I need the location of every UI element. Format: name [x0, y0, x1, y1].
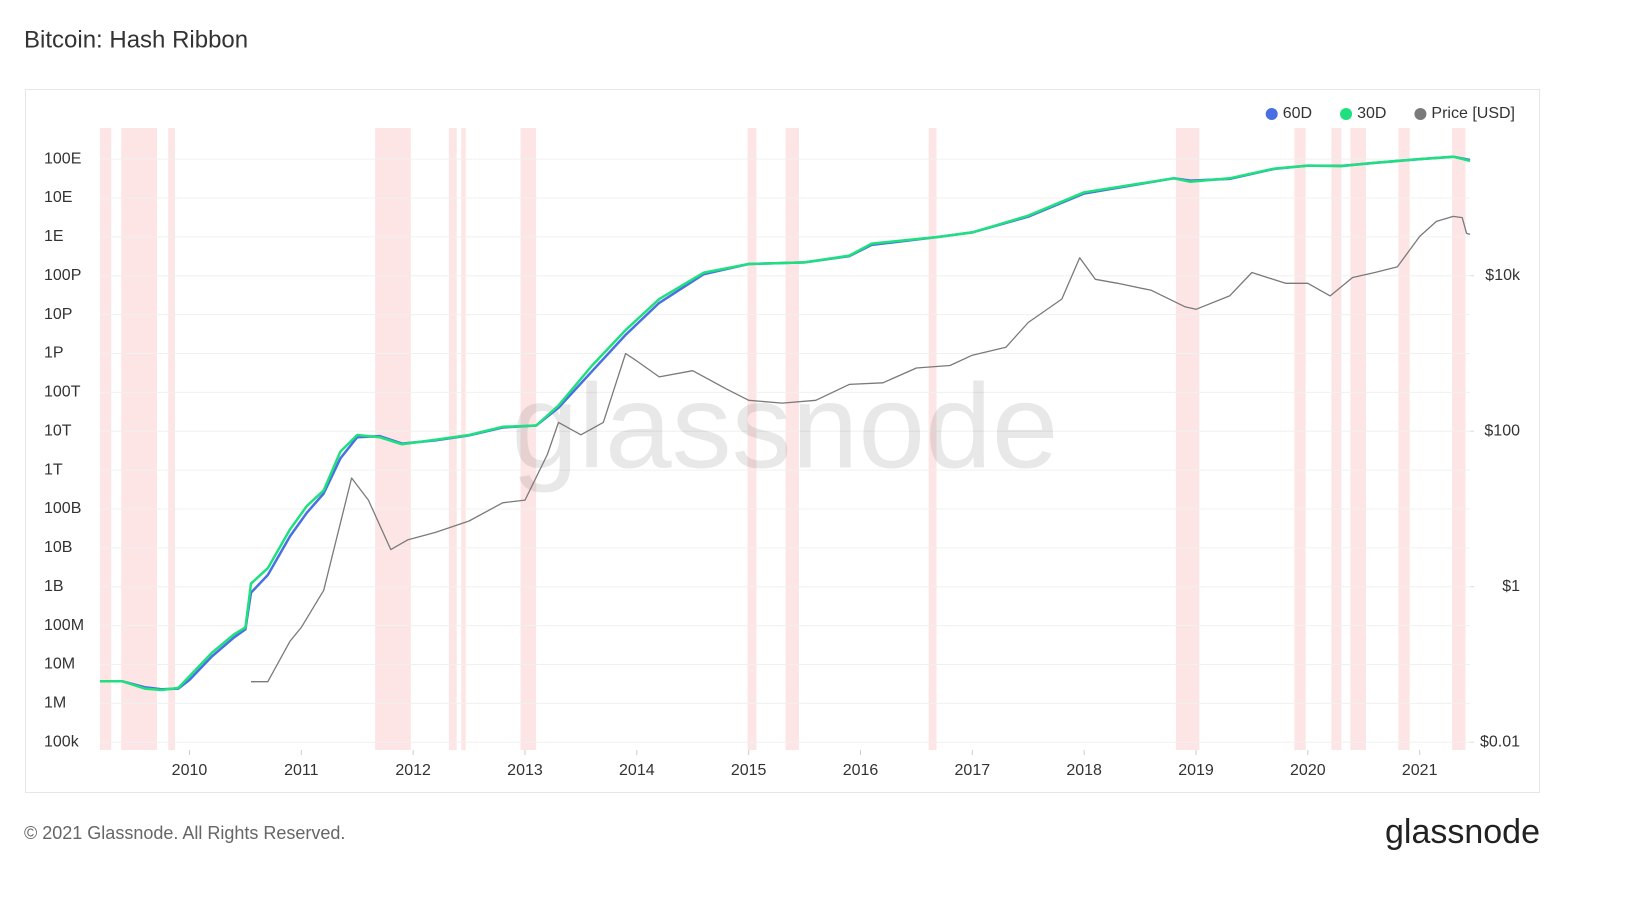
y-tick-label: 100P: [44, 267, 81, 284]
capitulation-band: [1331, 128, 1342, 750]
y-tick-label: 10P: [44, 306, 72, 323]
y-tick-label: 1T: [44, 461, 63, 478]
grid-layer: [100, 158, 1474, 755]
watermark: glassnode: [511, 360, 1058, 494]
chart-frame: [25, 89, 1540, 793]
legend-label: 60D: [1283, 105, 1312, 122]
capitulation-band: [1350, 128, 1366, 750]
y2-tick-label: $1: [1502, 578, 1520, 595]
x-tick-label: 2012: [395, 762, 431, 779]
x-tick-label: 2013: [507, 762, 543, 779]
series-line: [251, 215, 1471, 683]
legend-swatch: [1340, 108, 1353, 120]
y-tick-label: 1B: [44, 578, 64, 595]
capitulation-band: [747, 128, 757, 750]
chart-title: Bitcoin: Hash Ribbon: [24, 26, 248, 53]
legend-swatch: [1414, 108, 1427, 120]
labels-layer: 100k 1M 10M 100M 1B 10B 100B 1T 10T 100T 1P 10P 100P…: [44, 105, 1521, 779]
y2-tick-label: $10k: [1485, 267, 1521, 284]
y-tick-label: 1P: [44, 345, 64, 362]
legend-label: Price [USD]: [1431, 105, 1515, 122]
logo: glassnode: [1385, 813, 1540, 851]
x-tick-label: 2019: [1178, 762, 1214, 779]
capitulation-band: [785, 128, 799, 750]
x-tick-label: 2018: [1066, 762, 1102, 779]
y-tick-label: 10E: [44, 189, 72, 206]
y-tick-label: 10B: [44, 539, 72, 556]
x-tick-label: 2011: [284, 762, 319, 779]
capitulation-band: [375, 128, 411, 750]
capitulation-band: [461, 128, 466, 750]
y-tick-label: 100T: [44, 384, 81, 401]
y-tick-label: 10M: [44, 656, 75, 673]
x-tick-label: 2010: [172, 762, 208, 779]
y-tick-label: 100B: [44, 500, 81, 517]
y-tick-label: 100k: [44, 733, 80, 750]
y-tick-label: 1E: [44, 228, 64, 245]
x-tick-label: 2014: [619, 762, 655, 779]
footer: © 2021 Glassnode. All Rights Reserved.: [24, 823, 345, 843]
capitulation-band: [928, 128, 937, 750]
capitulation-band: [520, 128, 537, 750]
capitulation-band: [1398, 128, 1410, 750]
y-tick-label: 100E: [44, 150, 81, 167]
x-tick-label: 2016: [843, 762, 879, 779]
capitulation-band: [1294, 128, 1306, 750]
y-tick-label: 10T: [44, 422, 72, 439]
y2-tick-label: $0.01: [1480, 733, 1520, 750]
capitulation-band: [1452, 128, 1466, 750]
x-tick-label: 2015: [731, 762, 767, 779]
y-tick-label: 1M: [44, 695, 66, 712]
legend-swatch: [1265, 108, 1278, 120]
capitulation-band: [1175, 128, 1200, 750]
capitulation-band: [168, 128, 175, 750]
x-tick-label: 2017: [955, 762, 991, 779]
x-tick-label: 2020: [1290, 762, 1326, 779]
series-line: [100, 155, 1471, 692]
capitulation-band: [121, 128, 158, 750]
x-tick-label: 2021: [1402, 762, 1438, 779]
y-tick-label: 100M: [44, 617, 84, 634]
lines-layer: [100, 155, 1471, 692]
capitulation-band: [100, 128, 112, 750]
legend-label: 30D: [1357, 105, 1386, 122]
y2-tick-label: $100: [1484, 422, 1520, 439]
